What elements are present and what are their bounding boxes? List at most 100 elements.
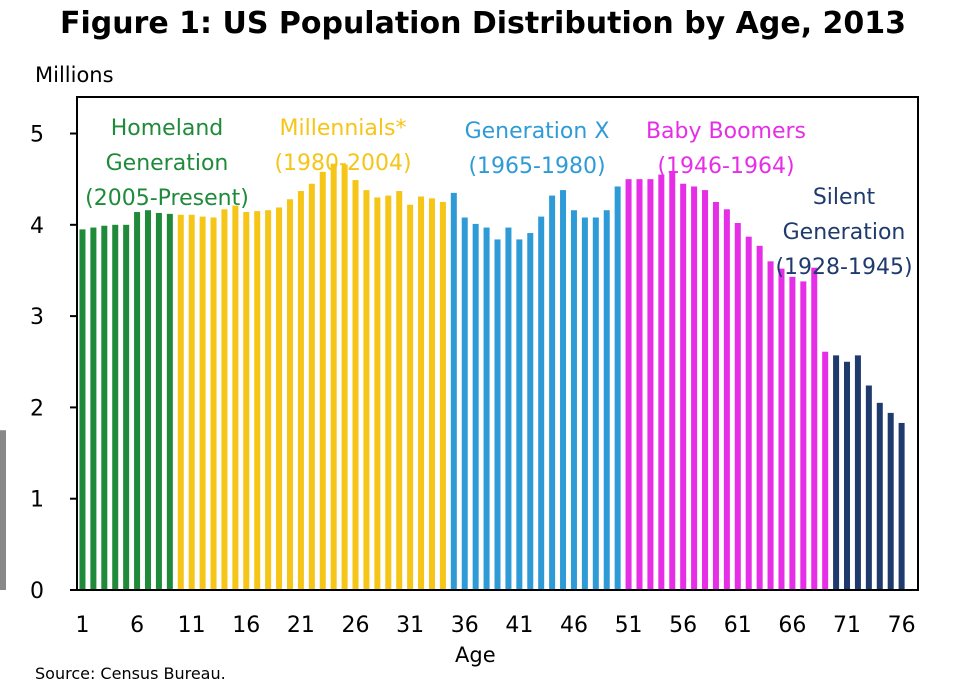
x-tick-label: 56 — [669, 613, 697, 638]
y-tick-label: 2 — [30, 396, 44, 421]
series-annotation-line: (2005-Present) — [85, 186, 249, 211]
bar-age-74 — [876, 402, 883, 590]
bar-age-66 — [789, 276, 796, 590]
bar-age-58 — [702, 190, 709, 590]
bar-age-16 — [243, 212, 250, 590]
x-tick-label: 21 — [287, 613, 315, 638]
bar-age-26 — [352, 180, 359, 590]
x-axis-label: Age — [455, 643, 496, 667]
bar-age-36 — [461, 217, 468, 590]
bar-age-5 — [123, 224, 130, 590]
bar-age-59 — [712, 201, 719, 591]
bar-age-25 — [341, 164, 348, 590]
bar-age-29 — [385, 195, 392, 590]
bar-age-67 — [800, 281, 807, 590]
bar-age-49 — [603, 210, 610, 590]
bar-age-39 — [494, 239, 501, 591]
bar-age-10 — [177, 214, 184, 590]
bar-age-23 — [319, 171, 326, 591]
bar-age-22 — [308, 183, 315, 591]
bar-age-11 — [188, 214, 195, 590]
bar-age-17 — [254, 211, 261, 590]
bar-age-46 — [570, 210, 577, 590]
bar-age-55 — [669, 170, 676, 590]
bar-age-30 — [396, 191, 403, 591]
bar-age-13 — [210, 217, 217, 590]
bar-age-65 — [778, 268, 785, 590]
series-annotation-line: (1946-1964) — [657, 154, 794, 179]
x-tick-label: 26 — [342, 613, 370, 638]
bar-age-14 — [221, 209, 228, 591]
bar-age-63 — [756, 245, 763, 590]
y-tick-label: 4 — [30, 214, 44, 239]
bar-age-28 — [374, 197, 381, 590]
bar-age-62 — [745, 236, 752, 590]
bar-age-54 — [658, 174, 665, 590]
bar-age-41 — [516, 239, 523, 591]
bar-age-8 — [155, 212, 162, 590]
bar-age-undefined — [0, 430, 7, 590]
x-tick-label: 1 — [75, 613, 89, 638]
bar-age-24 — [330, 163, 337, 590]
bar-age-20 — [286, 199, 293, 590]
x-tick-label: 11 — [178, 613, 206, 638]
x-tick-label: 31 — [396, 613, 424, 638]
bar-age-61 — [734, 222, 741, 591]
series-annotation-line: Millennials* — [280, 116, 407, 141]
x-tick-label: 66 — [778, 613, 806, 638]
x-tick-label: 41 — [505, 613, 533, 638]
bar-age-19 — [276, 207, 283, 590]
bar-age-40 — [505, 227, 512, 591]
series-annotation-line: (1928-1945) — [775, 255, 912, 280]
plot-frame — [76, 96, 919, 591]
bar-age-34 — [439, 201, 446, 591]
x-tick-label: 76 — [888, 613, 916, 638]
bar-age-56 — [680, 183, 687, 591]
bar-age-70 — [833, 355, 840, 590]
x-tick-label: 36 — [451, 613, 479, 638]
bar-age-21 — [297, 191, 304, 591]
bar-age-12 — [199, 216, 206, 590]
bar-age-47 — [581, 217, 588, 590]
bar-age-50 — [614, 186, 621, 590]
bar-age-18 — [265, 210, 272, 590]
series-annotation-line: Homeland — [111, 116, 223, 141]
series-annotation-line: Baby Boomers — [646, 119, 806, 144]
bars-group — [0, 163, 905, 591]
x-tick-label: 16 — [232, 613, 260, 638]
bar-age-64 — [767, 261, 774, 590]
bar-age-44 — [549, 195, 556, 590]
series-annotation-line: (1980-2004) — [274, 151, 411, 176]
bar-age-32 — [418, 196, 425, 590]
bar-age-35 — [450, 192, 457, 591]
series-annotation-line: (1965-1980) — [468, 154, 605, 179]
y-tick-label: 0 — [30, 579, 44, 604]
x-tick-label: 6 — [130, 613, 144, 638]
bar-age-15 — [232, 205, 239, 590]
bar-age-57 — [691, 186, 698, 590]
bar-age-37 — [472, 223, 479, 590]
bar-age-38 — [483, 227, 490, 591]
x-tick-label: 71 — [833, 613, 861, 638]
bar-age-33 — [428, 198, 435, 590]
bar-age-69 — [822, 351, 829, 590]
bar-age-75 — [887, 412, 894, 590]
bar-age-31 — [407, 204, 414, 591]
chart-title: Figure 1: US Population Distribution by … — [59, 6, 907, 41]
bar-age-71 — [844, 361, 851, 590]
y-tick-label: 5 — [30, 123, 44, 148]
bar-age-68 — [811, 267, 818, 590]
bar-age-45 — [560, 190, 567, 590]
series-annotation-line: Generation — [106, 151, 229, 176]
bar-age-7 — [144, 210, 151, 590]
bar-age-9 — [166, 213, 173, 591]
x-tick-label: 61 — [724, 613, 752, 638]
y-tick-label: 3 — [30, 305, 44, 330]
bar-age-43 — [538, 216, 545, 590]
x-tick-label: 46 — [560, 613, 588, 638]
bar-age-48 — [592, 217, 599, 590]
bar-age-73 — [865, 385, 872, 590]
bar-age-60 — [723, 209, 730, 591]
